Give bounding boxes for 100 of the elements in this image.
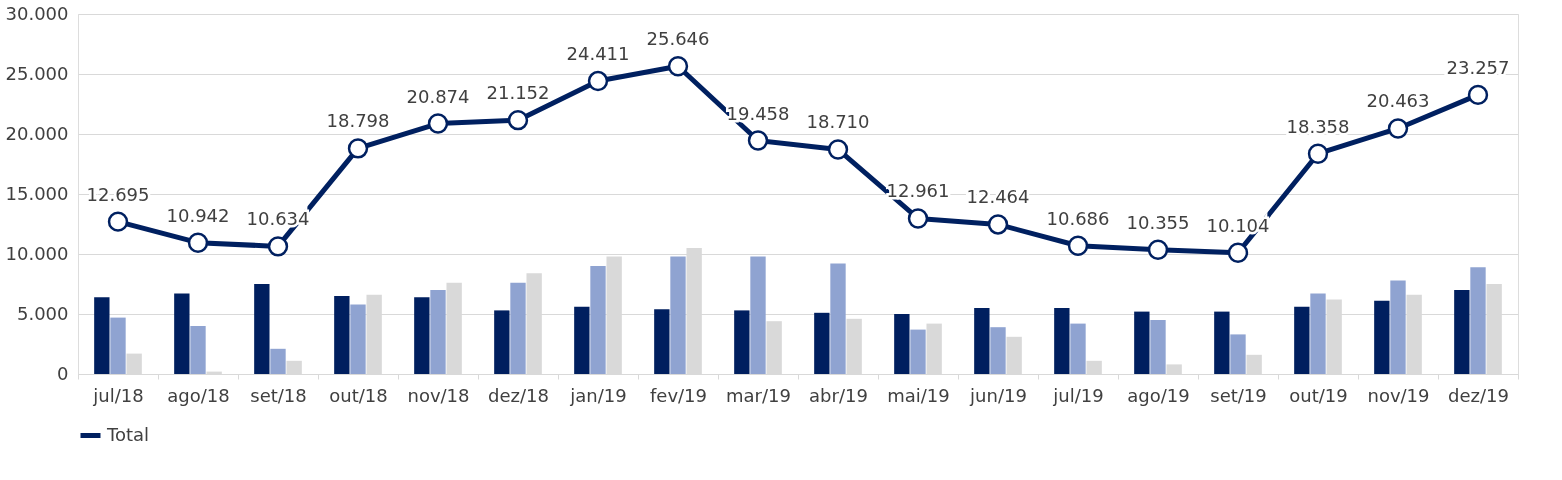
bar	[574, 306, 590, 374]
point	[1387, 118, 1409, 139]
point	[667, 56, 689, 77]
y-tick-label: 25.000	[5, 62, 69, 84]
data-label: 18.710	[806, 111, 870, 133]
bar	[270, 348, 286, 374]
bar	[734, 310, 750, 374]
y-tick-label: 20.000	[5, 122, 69, 144]
bar	[1134, 311, 1150, 374]
point	[507, 110, 529, 131]
bar	[254, 284, 270, 374]
x-tick-label: out/18	[329, 384, 388, 406]
point	[907, 208, 929, 229]
x-tick-label: jan/19	[569, 384, 627, 406]
bar	[1214, 311, 1230, 374]
bar	[1310, 293, 1326, 374]
legend-label: Total	[106, 423, 150, 445]
x-tick-label: mar/19	[726, 384, 791, 406]
bar	[1086, 360, 1102, 374]
point	[1147, 239, 1169, 260]
data-label: 23.257	[1446, 56, 1510, 78]
bar	[1054, 308, 1070, 374]
bar	[894, 314, 910, 374]
bar	[846, 318, 862, 374]
data-label: 21.152	[486, 82, 550, 104]
bar	[350, 304, 366, 374]
data-label: 20.463	[1366, 90, 1430, 112]
x-tick-label: nov/18	[407, 384, 470, 406]
y-tick-label: 10.000	[5, 242, 69, 264]
x-tick-label: abr/19	[809, 384, 868, 406]
data-label: 25.646	[646, 28, 710, 50]
point	[187, 232, 209, 253]
point	[267, 236, 289, 257]
bar	[1070, 323, 1086, 374]
point	[1227, 242, 1249, 263]
bar	[974, 308, 990, 374]
point	[827, 139, 849, 160]
data-label: 24.411	[566, 43, 630, 65]
data-label: 18.798	[326, 110, 390, 132]
y-tick-label: 0	[57, 362, 69, 384]
point	[427, 113, 449, 134]
x-tick-label: fev/19	[649, 384, 708, 406]
data-label: 20.874	[406, 85, 470, 107]
bar	[1150, 320, 1166, 374]
point	[1307, 143, 1329, 164]
x-tick-label: dez/19	[1448, 384, 1509, 406]
point	[107, 211, 129, 232]
data-label: 18.358	[1286, 115, 1350, 137]
x-tick-label: jun/19	[969, 384, 1027, 406]
y-tick-label: 5.000	[16, 302, 69, 324]
bar	[110, 317, 126, 374]
x-tick-label: set/19	[1210, 384, 1267, 406]
bar	[1294, 306, 1310, 374]
x-tick-label: ago/18	[167, 384, 230, 406]
data-label: 12.961	[886, 180, 950, 202]
bar	[94, 297, 110, 374]
x-tick-label: mai/19	[887, 384, 950, 406]
data-label: 10.355	[1126, 211, 1190, 233]
x-tick-label: ago/19	[1127, 384, 1190, 406]
bar	[1470, 267, 1486, 374]
bar	[654, 309, 670, 374]
bar	[1390, 280, 1406, 374]
bar	[126, 353, 142, 374]
bar	[286, 360, 302, 374]
data-label: 12.695	[86, 183, 150, 205]
bar	[1374, 300, 1390, 374]
bar	[334, 296, 350, 374]
bar	[1454, 290, 1470, 374]
bar	[590, 266, 606, 374]
bar	[814, 312, 830, 374]
point	[1067, 235, 1089, 256]
bar	[1246, 354, 1262, 374]
point	[587, 70, 609, 92]
bar	[1230, 334, 1246, 374]
bar	[510, 282, 526, 374]
bar	[1006, 336, 1022, 374]
bar	[414, 297, 430, 374]
bar	[1166, 364, 1182, 374]
bar	[830, 263, 846, 374]
bar	[910, 329, 926, 374]
x-tick-label: jul/18	[92, 384, 144, 406]
data-label: 12.464	[966, 186, 1030, 208]
bar	[494, 310, 510, 374]
bar	[190, 326, 206, 374]
bar	[750, 256, 766, 374]
data-label: 10.942	[166, 204, 230, 226]
bar	[670, 256, 686, 374]
x-tick-label: nov/19	[1367, 384, 1430, 406]
bar	[430, 290, 446, 374]
y-tick-label: 30.000	[5, 2, 69, 24]
point	[747, 130, 769, 151]
point	[347, 138, 369, 159]
bar	[174, 293, 190, 374]
point	[987, 214, 1009, 235]
bar	[766, 321, 782, 374]
bar	[926, 323, 942, 374]
x-tick-label: dez/18	[488, 384, 549, 406]
y-tick-label: 15.000	[5, 182, 69, 204]
x-tick-label: out/19	[1289, 384, 1348, 406]
data-label: 10.686	[1046, 207, 1110, 229]
